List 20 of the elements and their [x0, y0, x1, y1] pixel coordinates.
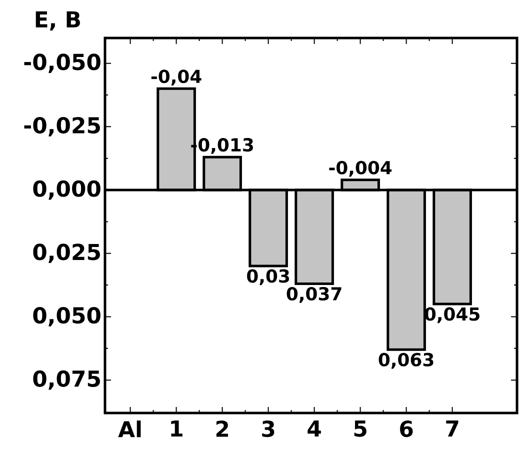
x-tick-label: 3 — [262, 420, 274, 438]
data-label: -0,04 — [151, 70, 202, 86]
y-tick-label: 0,050 — [33, 307, 100, 326]
data-label: 0,063 — [378, 352, 434, 369]
x-tick-label: 4 — [308, 420, 321, 437]
y-tick-label: 0,000 — [33, 180, 100, 200]
x-tick-label: Al — [118, 420, 141, 438]
x-tick-label: 5 — [354, 420, 366, 437]
y-tick-label: 0,075 — [33, 370, 100, 390]
y-axis-title: E, B — [36, 11, 80, 30]
x-tick-label: 7 — [446, 420, 458, 437]
y-tick-label: -0,050 — [24, 54, 100, 74]
x-tick-label: 6 — [400, 420, 413, 438]
y-tick-label: -0,025 — [24, 116, 100, 136]
x-tick-label: 2 — [216, 420, 228, 437]
data-label: -0,004 — [329, 160, 392, 177]
x-tick-label: 1 — [171, 420, 182, 437]
y-tick-label: 0,025 — [33, 244, 100, 264]
data-label: 0,037 — [286, 286, 342, 303]
data-label: 0,03 — [247, 269, 290, 286]
